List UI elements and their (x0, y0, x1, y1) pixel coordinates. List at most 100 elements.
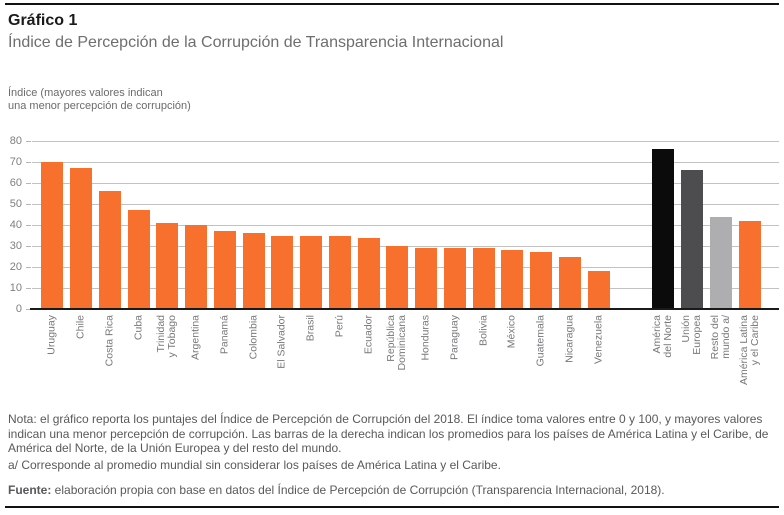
x-label-area: Argentina (182, 309, 211, 409)
bar-area (678, 141, 707, 309)
source-text: elaboración propia con base en datos del… (51, 483, 665, 497)
x-label-area: Unión Europea (678, 309, 707, 409)
bar-column: México (498, 141, 527, 409)
bar (501, 250, 524, 309)
x-tick-label: México (505, 315, 518, 349)
y-tick-mark (26, 267, 31, 268)
x-tick-label: América Latina y el Caribe (737, 315, 761, 386)
x-tick-label: Brasil (304, 315, 317, 342)
gridline (32, 204, 779, 205)
x-label-area: Cuba (124, 309, 153, 409)
bar-area (211, 141, 240, 309)
bar (443, 248, 466, 309)
gridline (32, 225, 779, 226)
x-tick-label: Uruguay (45, 315, 58, 355)
bar (652, 149, 675, 309)
x-tick-label: Trinidad y Tobago (155, 315, 179, 358)
bar-column: América Latina y el Caribe (735, 141, 764, 409)
bar (156, 222, 179, 309)
x-label-area: Trinidad y Tobago (153, 309, 182, 409)
x-label-area: Resto del mundo a/ (706, 309, 735, 409)
bar-area (67, 141, 96, 309)
bar-columns: Uruguay Chile Costa Rica Cuba Trinidad y Tob… (32, 141, 779, 409)
bar (328, 235, 351, 309)
bar (738, 220, 761, 309)
bar-column: República Dominicana (383, 141, 412, 409)
bar-area (469, 141, 498, 309)
x-tick-label: Colombia (247, 315, 260, 360)
bar-area (124, 141, 153, 309)
x-label-area: República Dominicana (383, 309, 412, 409)
gridline (32, 162, 779, 163)
bar-column: Brasil (297, 141, 326, 409)
bar (587, 271, 610, 309)
y-tick-label: 60 (9, 177, 22, 189)
bar-area (412, 141, 441, 309)
bar-area (441, 141, 470, 309)
bar-column: Perú (326, 141, 355, 409)
bar (558, 256, 581, 309)
y-tick-label: 20 (9, 261, 22, 273)
bar-column: Unión Europea (678, 141, 707, 409)
x-label-area: Uruguay (38, 309, 67, 409)
chart-title: Índice de Percepción de la Corrupción de… (8, 34, 504, 51)
x-tick-label: República Dominicana (385, 315, 409, 371)
bar-area (498, 141, 527, 309)
x-tick-label: Chile (74, 315, 87, 339)
y-tick-mark (26, 183, 31, 184)
bar (357, 237, 380, 309)
footnote-a: a/ Corresponde al promedio mundial sin c… (8, 458, 501, 472)
x-label-area: América Latina y el Caribe (735, 309, 764, 409)
source-line: Fuente: elaboración propia con base en d… (8, 483, 780, 497)
bar-area (153, 141, 182, 309)
x-tick-label: Panamá (218, 315, 231, 355)
bar (242, 233, 265, 309)
bar-area (584, 141, 613, 309)
bar (681, 170, 704, 309)
top-rule (5, 3, 779, 5)
x-label-area: Honduras (412, 309, 441, 409)
y-axis-note: Índice (mayores valores indican una meno… (8, 87, 191, 112)
bar-area (326, 141, 355, 309)
bar-column: Resto del mundo a/ (706, 141, 735, 409)
bar-column: Guatemala (527, 141, 556, 409)
bar-area (527, 141, 556, 309)
bar-column: Ecuador (354, 141, 383, 409)
x-label-area: Guatemala (527, 309, 556, 409)
bar-column: Honduras (412, 141, 441, 409)
y-tick-mark (26, 141, 31, 142)
x-label-area: Brasil (297, 309, 326, 409)
y-tick-mark (26, 309, 31, 310)
x-axis-baseline (30, 308, 779, 310)
bar (185, 225, 208, 309)
bar-area (297, 141, 326, 309)
bar-column: Colombia (239, 141, 268, 409)
x-tick-label: Bolivia (477, 315, 490, 346)
y-tick-mark (26, 246, 31, 247)
x-label-area: El Salvador (268, 309, 297, 409)
bar-area (383, 141, 412, 309)
x-label-area: Colombia (239, 309, 268, 409)
x-tick-label: Cuba (132, 315, 145, 341)
bar (530, 252, 553, 309)
bar-chart: 0 10 20 30 40 50 60 70 80 Uruguay Chile Costa Rica… (0, 135, 784, 411)
x-label-area: Nicaragua (556, 309, 585, 409)
x-label-area: Chile (67, 309, 96, 409)
bar-column: América del Norte (649, 141, 678, 409)
x-label-area: Costa Rica (96, 309, 125, 409)
bar (70, 168, 93, 309)
x-tick-label: Ecuador (362, 315, 375, 355)
x-label-area: Ecuador (354, 309, 383, 409)
bar-area (239, 141, 268, 309)
bar-area (268, 141, 297, 309)
bar-area (735, 141, 764, 309)
bar (300, 235, 323, 309)
x-label-area: Perú (326, 309, 355, 409)
bar-column: Uruguay (38, 141, 67, 409)
bar (472, 248, 495, 309)
y-tick-label: 70 (9, 156, 22, 168)
bar-column: El Salvador (268, 141, 297, 409)
x-tick-label: Unión Europea (680, 315, 704, 355)
y-tick-mark (26, 162, 31, 163)
x-label-area: Paraguay (441, 309, 470, 409)
